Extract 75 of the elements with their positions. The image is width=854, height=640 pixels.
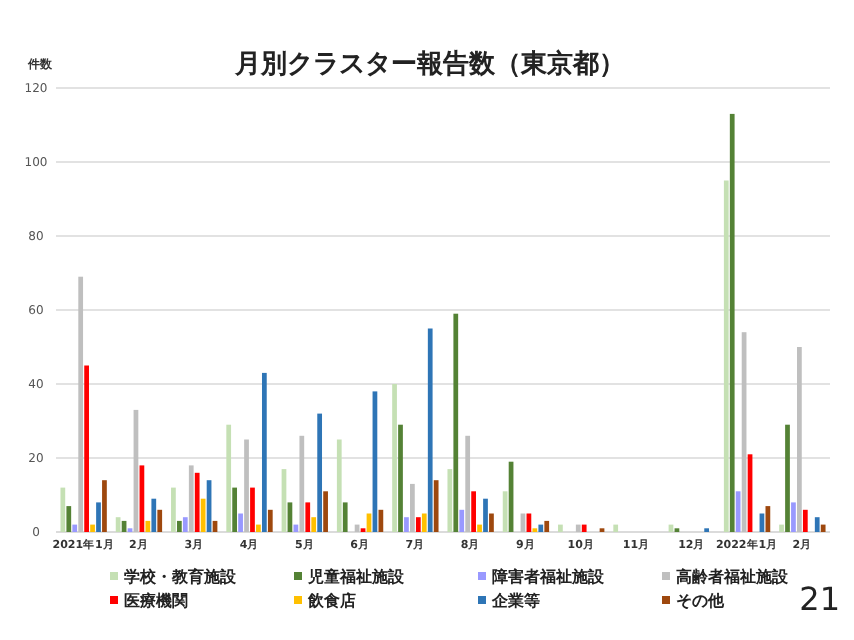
bar	[477, 524, 482, 532]
bar	[544, 520, 550, 532]
bar	[453, 313, 459, 532]
bar	[483, 498, 488, 532]
bar	[305, 502, 311, 532]
bar	[317, 413, 323, 532]
bar	[244, 439, 249, 532]
bar	[151, 498, 157, 532]
bar	[60, 487, 66, 532]
bar	[323, 491, 328, 532]
bar	[200, 498, 206, 532]
bar	[802, 509, 808, 532]
bar	[84, 365, 89, 532]
bar	[398, 424, 403, 532]
bar	[489, 513, 494, 532]
bar	[90, 524, 95, 532]
bar	[779, 524, 784, 532]
legend-label: 学校・教育施設	[124, 566, 238, 586]
legend-label: 医療機関	[124, 590, 188, 610]
bar	[735, 491, 741, 532]
bar	[575, 524, 581, 532]
bar	[814, 517, 820, 532]
bar	[342, 502, 348, 532]
bar	[791, 502, 796, 532]
bar	[410, 483, 415, 532]
bar	[797, 347, 802, 532]
bar	[392, 384, 397, 532]
bar	[145, 520, 151, 532]
bar	[820, 524, 826, 532]
bar	[785, 424, 790, 532]
bar	[250, 487, 255, 532]
legend-label: 飲食店	[306, 590, 356, 610]
bar	[267, 509, 273, 532]
bar	[176, 520, 182, 532]
legend-label: 企業等	[490, 592, 540, 610]
bar	[194, 472, 200, 532]
bar	[78, 276, 84, 532]
bar	[723, 180, 729, 532]
legend-label: 障害者福祉施設	[492, 566, 606, 586]
bar	[336, 439, 342, 532]
bar	[613, 524, 619, 532]
bar	[415, 517, 421, 532]
bar	[581, 524, 587, 532]
bar	[226, 424, 232, 532]
bar	[261, 372, 267, 532]
bar	[465, 435, 471, 532]
bar	[729, 113, 735, 532]
bar	[538, 524, 544, 532]
bar	[459, 509, 465, 532]
chart-title: 月別クラスター報告数（東京都）	[233, 48, 625, 80]
bar	[299, 435, 305, 532]
bar	[421, 513, 427, 532]
bar	[427, 328, 433, 532]
bar	[171, 487, 176, 532]
bar	[447, 469, 453, 532]
bar	[311, 517, 317, 532]
legend-label: その他	[676, 592, 726, 610]
bar	[96, 502, 101, 532]
bar	[102, 480, 107, 532]
bar	[232, 487, 238, 532]
bar	[188, 465, 194, 532]
bar	[433, 480, 439, 532]
bar	[182, 517, 188, 532]
bar	[404, 517, 409, 532]
bar	[558, 524, 563, 532]
bar	[72, 524, 78, 532]
bar	[256, 524, 261, 532]
bar	[157, 509, 163, 532]
text: 21	[799, 580, 840, 618]
legend-label: 高齢者福祉施設	[676, 566, 790, 586]
bar	[238, 513, 243, 532]
bar	[66, 506, 72, 532]
legend-label: 児童福祉施設	[306, 566, 406, 586]
bar	[471, 491, 476, 532]
bar	[293, 524, 299, 532]
